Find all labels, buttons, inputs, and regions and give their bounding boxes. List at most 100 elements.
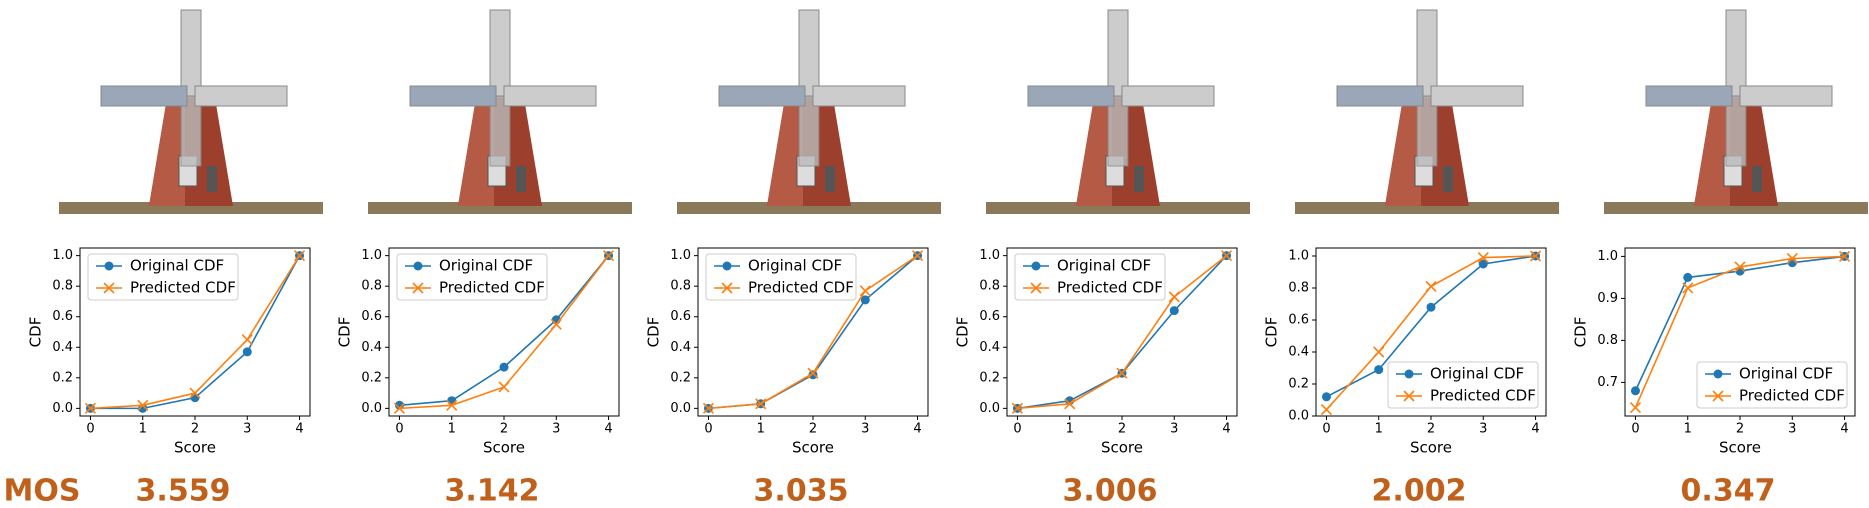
marker [911,250,924,262]
legend-label: Predicted CDF [1739,387,1845,405]
y-tick-label: 0.7 [1597,375,1618,390]
marker [808,370,818,380]
legend-label: Predicted CDF [748,279,854,297]
marker [242,347,252,357]
x-tick-label: 1 [1066,422,1074,437]
mos-value: 3.559 [136,474,231,508]
marker [1712,390,1724,402]
marker [1031,261,1041,271]
x-tick-label: 4 [604,422,612,437]
y-axis-label: CDF [1572,317,1590,348]
marker [1629,402,1642,414]
mos-value: 2.002 [1372,474,1467,508]
y-axis-label: CDF [27,317,45,348]
marker [1373,346,1385,358]
y-tick-label: 0.0 [979,401,1000,416]
marker [1168,291,1180,303]
mos-label: MOS [4,474,81,508]
marker [1713,369,1723,379]
marker [1011,402,1024,414]
marker [1116,367,1128,379]
legend-label: Original CDF [130,257,224,275]
x-tick-label: 3 [861,422,869,437]
legend-label: Predicted CDF [1057,279,1163,297]
y-tick-label: 0.2 [670,370,691,385]
marker [84,402,97,414]
marker [1426,302,1436,312]
x-tick-label: 1 [139,422,147,437]
legend-label: Predicted CDF [130,279,236,297]
x-tick-label: 1 [1684,422,1692,437]
render-image [676,9,942,215]
marker [1169,306,1179,316]
x-axis-label: Score [1101,439,1143,457]
marker [412,282,424,294]
mos-value: 3.035 [754,474,849,508]
x-axis-label: Score [1410,439,1452,457]
x-tick-label: 0 [1013,422,1021,437]
y-tick-label: 0.8 [361,279,382,294]
y-tick-label: 0.0 [1288,409,1309,424]
mos-value: 3.142 [445,474,540,508]
x-tick-label: 2 [809,422,817,437]
render-image [985,9,1251,215]
x-tick-label: 4 [913,422,921,437]
y-tick-label: 0.6 [52,309,73,324]
x-tick-label: 4 [1840,422,1848,437]
x-tick-label: 3 [1788,422,1796,437]
marker [1374,365,1384,375]
marker [1786,252,1798,265]
marker [498,381,510,393]
y-tick-label: 0.0 [670,401,691,416]
x-axis-label: Score [483,439,525,457]
x-tick-label: 2 [500,422,508,437]
y-tick-label: 0.6 [361,309,382,324]
x-tick-label: 1 [1375,422,1383,437]
marker [1425,280,1437,292]
y-axis-label: CDF [1263,317,1281,348]
y-tick-label: 0.6 [979,309,1000,324]
x-tick-label: 0 [86,422,94,437]
y-tick-label: 0.8 [670,279,691,294]
marker [137,399,149,411]
x-axis-label: Score [174,439,216,457]
marker [702,402,715,414]
legend-box [87,253,239,301]
marker [1321,392,1331,402]
y-tick-label: 0.4 [1288,345,1309,360]
marker [1478,259,1488,269]
y-axis-label: CDF [954,317,972,348]
y-tick-label: 0.0 [52,401,73,416]
marker [293,250,306,262]
y-tick-label: 0.4 [670,340,691,355]
x-tick-label: 3 [1170,422,1178,437]
y-axis-label: CDF [645,317,663,348]
marker [189,387,201,399]
x-tick-label: 3 [1479,422,1487,437]
x-tick-label: 4 [295,422,303,437]
y-tick-label: 0.4 [52,340,73,355]
x-tick-label: 2 [1427,422,1435,437]
image-row [58,9,1869,215]
y-tick-label: 1.0 [361,248,382,263]
marker [1220,250,1233,262]
legend-label: Original CDF [1430,365,1524,383]
marker [721,282,733,294]
marker [807,367,819,379]
y-tick-label: 0.2 [52,370,73,385]
legend-label: Original CDF [439,257,533,275]
marker [1320,404,1333,416]
marker [1064,398,1076,410]
y-tick-label: 0.2 [979,370,1000,385]
marker [1529,250,1542,262]
render-image [58,9,324,215]
marker [241,334,253,346]
x-tick-label: 4 [1222,422,1230,437]
y-tick-label: 1.0 [1288,249,1309,264]
mos-value: 0.347 [1681,474,1776,508]
x-tick-label: 0 [1322,422,1330,437]
marker [1477,252,1489,264]
legend-box [1696,361,1848,409]
marker [860,295,870,305]
